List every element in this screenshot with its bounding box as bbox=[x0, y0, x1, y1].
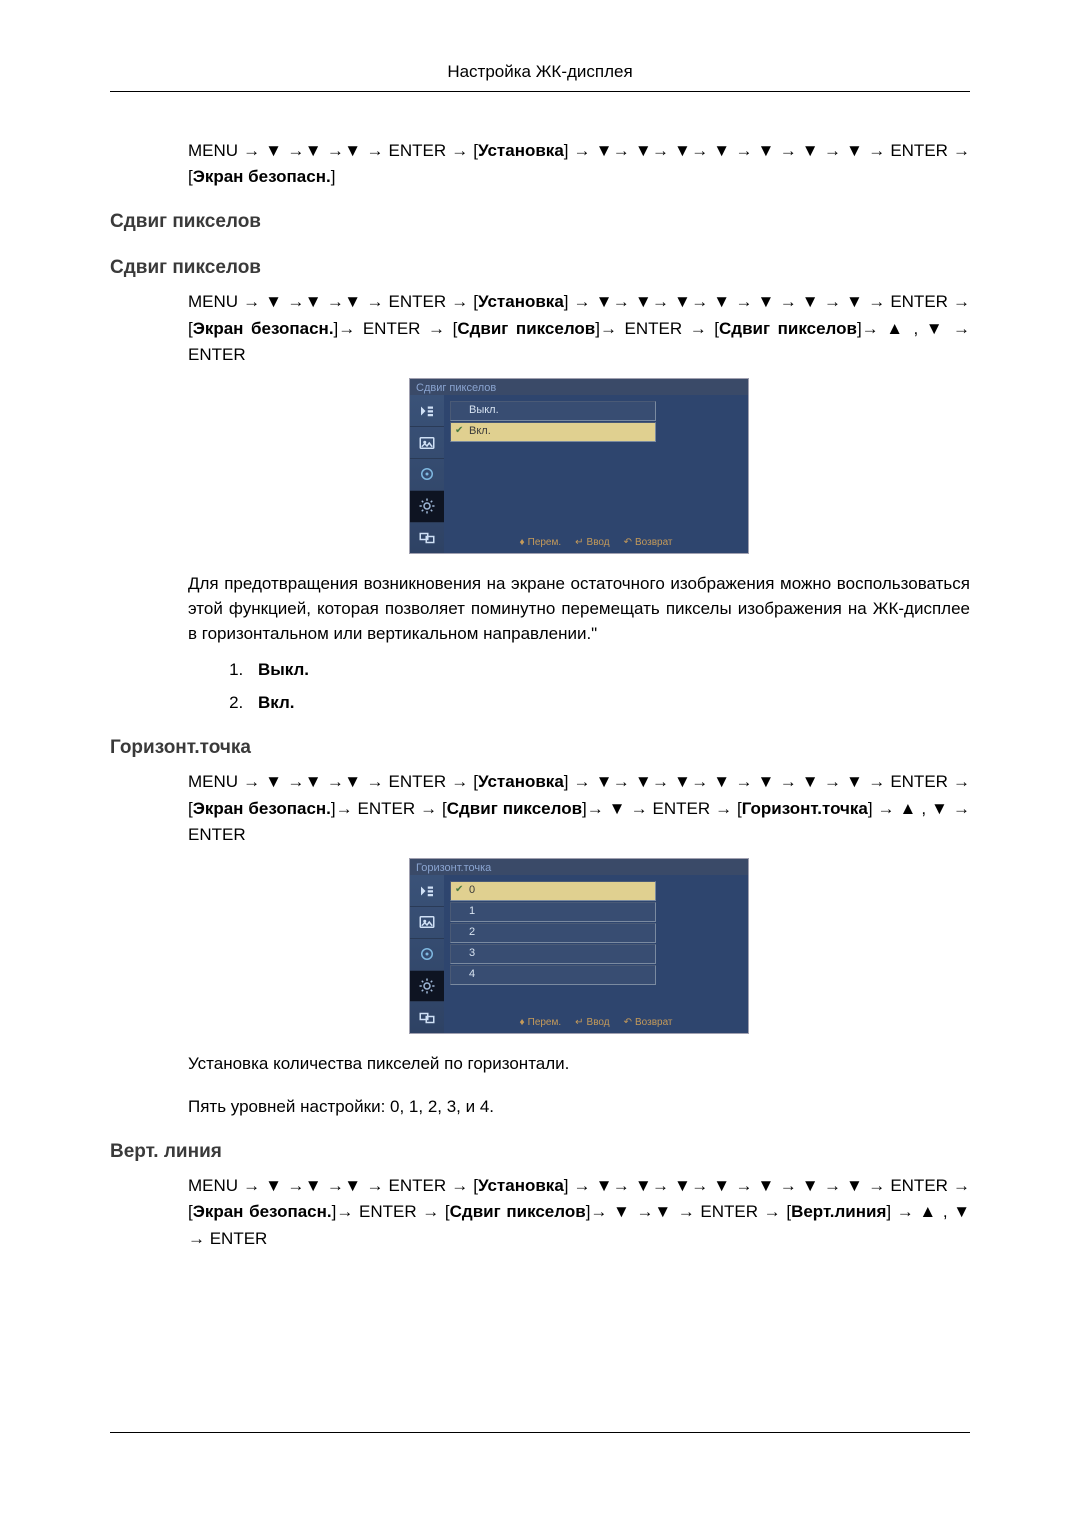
osd-sidebar bbox=[410, 875, 444, 1033]
body-text-horizontal-1: Установка количества пикселей по горизон… bbox=[188, 1052, 970, 1077]
osd-row: 2 bbox=[450, 924, 742, 942]
page-footer-rule bbox=[110, 1432, 970, 1433]
nav-sequence-0: MENU → ▼ →▼ →▼ → ENTER → [Установка] → ▼… bbox=[188, 138, 970, 191]
option-item: Выкл. bbox=[248, 658, 970, 683]
section-title-vertical-line: Верт. линия bbox=[110, 1138, 970, 1166]
osd-row-label-selected: ✔0 bbox=[450, 881, 656, 901]
osd-row: ✔0 bbox=[450, 882, 742, 900]
osd-row-label: 4 bbox=[450, 965, 656, 985]
osd-footer: ♦Перем. ↵Ввод ↶Возврат bbox=[444, 1014, 748, 1033]
osd-row-label: 3 bbox=[450, 944, 656, 964]
osd-side-icon-input bbox=[410, 395, 444, 426]
osd-side-icon-multi bbox=[410, 1001, 444, 1033]
nav-sequence-2: MENU → ▼ →▼ →▼ → ENTER → [Установка] → ▼… bbox=[188, 769, 970, 848]
osd-side-icon-picture bbox=[410, 906, 444, 938]
section-title-pixel-shift-1: Сдвиг пикселов bbox=[110, 208, 970, 236]
page-header: Настройка ЖК-дисплея bbox=[110, 60, 970, 92]
osd-row: ✔Вкл. bbox=[450, 423, 742, 441]
osd-main: ✔0 1 2 3 4 ♦Перем. ↵Ввод ↶Возврат bbox=[444, 875, 748, 1033]
nav-sequence-1: MENU → ▼ →▼ →▼ → ENTER → [Установка] → ▼… bbox=[188, 289, 970, 368]
osd-sidebar bbox=[410, 395, 444, 553]
osd-main: Выкл. ✔Вкл. ♦Перем. ↵Ввод ↶Возврат bbox=[444, 395, 748, 553]
osd-side-icon-sound bbox=[410, 458, 444, 490]
option-item: Вкл. bbox=[248, 691, 970, 716]
option-list-pixel-shift: Выкл. Вкл. bbox=[248, 658, 970, 715]
osd-row-label: 1 bbox=[450, 902, 656, 922]
osd-footer: ♦Перем. ↵Ввод ↶Возврат bbox=[444, 534, 748, 553]
osd-row: 1 bbox=[450, 903, 742, 921]
osd-side-icon-picture bbox=[410, 426, 444, 458]
osd-side-icon-settings bbox=[410, 490, 444, 522]
osd-row-label-selected: ✔Вкл. bbox=[450, 422, 656, 442]
body-text-horizontal-2: Пять уровней настройки: 0, 1, 2, 3, и 4. bbox=[188, 1095, 970, 1120]
osd-row-label: 2 bbox=[450, 923, 656, 943]
osd-side-icon-settings bbox=[410, 970, 444, 1002]
osd-row: Выкл. bbox=[450, 402, 742, 420]
osd-row: 4 bbox=[450, 966, 742, 984]
section-title-horizontal-dot: Горизонт.точка bbox=[110, 734, 970, 762]
osd-side-icon-input bbox=[410, 875, 444, 906]
nav-sequence-3: MENU → ▼ →▼ →▼ → ENTER → [Установка] → ▼… bbox=[188, 1173, 970, 1252]
osd-titlebar: Горизонт.точка bbox=[410, 859, 748, 875]
osd-side-icon-sound bbox=[410, 938, 444, 970]
osd-titlebar: Сдвиг пикселов bbox=[410, 379, 748, 395]
osd-screenshot-horizontal-dot: Горизонт.точка ✔0 1 2 3 4 ♦Перем. bbox=[409, 858, 749, 1034]
osd-side-icon-multi bbox=[410, 522, 444, 554]
osd-row-label: Выкл. bbox=[450, 401, 656, 421]
body-text-pixel-shift: Для предотвращения возникновения на экра… bbox=[188, 572, 970, 646]
section-title-pixel-shift-2: Сдвиг пикселов bbox=[110, 254, 970, 282]
osd-screenshot-pixel-shift: Сдвиг пикселов Выкл. ✔Вкл. bbox=[409, 378, 749, 554]
osd-row: 3 bbox=[450, 945, 742, 963]
